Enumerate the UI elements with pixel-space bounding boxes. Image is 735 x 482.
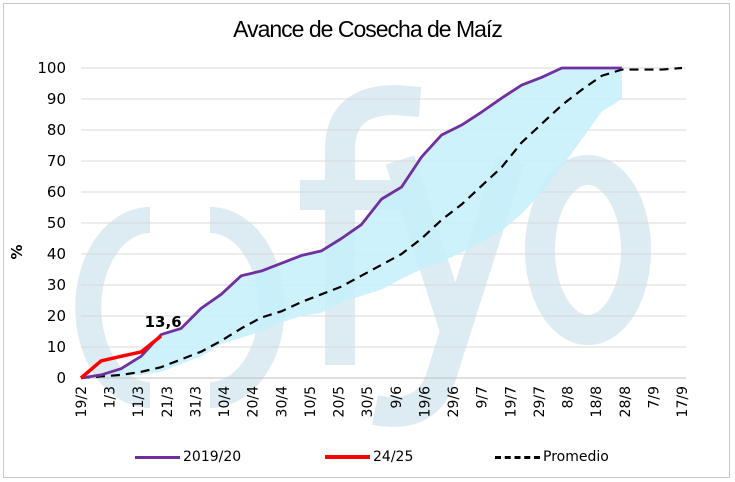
y-tick-label: 80 [47,121,66,139]
legend-label-promedio: Promedio [543,449,609,465]
legend-item-promedio: Promedio [495,449,609,465]
x-axis: 19/2 1/3 11/3 21/3 31/3 10/4 20/4 30/4 10/5 20/5 3… [74,386,691,418]
x-tick-label: 9/6 [389,386,405,409]
x-tick-label: 30/4 [274,386,290,418]
y-tick-label: 30 [47,276,66,294]
y-tick-label: 50 [47,214,66,232]
x-tick-label: 10/5 [303,386,319,417]
legend-swatch-promedio [495,455,540,459]
x-tick-label: 21/3 [160,386,176,417]
x-tick-label: 29/7 [532,386,548,417]
x-tick-label: 19/6 [417,386,433,418]
x-tick-label: 10/4 [217,386,233,418]
series-line-2019-20 [80,66,622,380]
legend-swatch-24-25 [325,455,370,459]
watermark-glyph-o [524,155,652,345]
x-tick-label: 28/8 [618,386,634,417]
legend-label-24-25: 24/25 [373,449,414,465]
x-tick-label: 20/4 [246,386,262,418]
annotations: 13,6 [145,313,182,331]
x-tick-label: 7/9 [646,386,662,409]
x-tick-label: 19/7 [503,386,519,417]
y-tick-label: 60 [47,183,66,201]
y-tick-label: 10 [47,338,66,356]
x-tick-label: 20/5 [332,386,348,417]
legend-item-2019-20: 2019/20 [135,449,241,465]
y-axis-label: % [8,244,26,259]
y-tick-label: 90 [47,90,66,108]
range-band-area [81,68,622,378]
x-tick-label: 19/2 [74,386,90,417]
y-tick-label: 100 [37,59,66,77]
range-band [81,68,622,378]
y-axis: 0 10 20 30 40 50 60 70 80 90 100 [37,59,66,387]
y-tick-label: 20 [47,307,66,325]
data-label-13-6: 13,6 [145,313,182,331]
x-tick-label: 29/6 [446,386,462,418]
y-tick-label: 70 [47,152,66,170]
x-tick-label: 18/8 [589,386,605,417]
x-tick-label: 31/3 [188,386,204,417]
y-tick-label: 0 [56,369,66,387]
fyo-watermark [75,84,652,427]
legend-item-24-25: 24/25 [325,449,413,465]
x-tick-label: 9/7 [475,386,491,409]
legend-swatch-2019-20 [135,455,180,459]
legend: 2019/20 24/25 Promedio [0,449,735,471]
x-tick-label: 8/8 [561,386,577,409]
watermark-glyph-f [300,84,422,365]
watermark-glyph-left-paren [75,207,151,408]
legend-label-2019-20: 2019/20 [183,449,242,465]
x-tick-label: 17/9 [675,386,691,417]
y-tick-label: 40 [47,245,66,263]
series-lines [79,66,683,380]
x-tick-label: 11/3 [131,386,147,417]
chart-title: Avance de Cosecha de Maíz [233,16,503,42]
x-tick-label: 1/3 [103,386,119,409]
x-tick-label: 30/5 [360,386,376,417]
